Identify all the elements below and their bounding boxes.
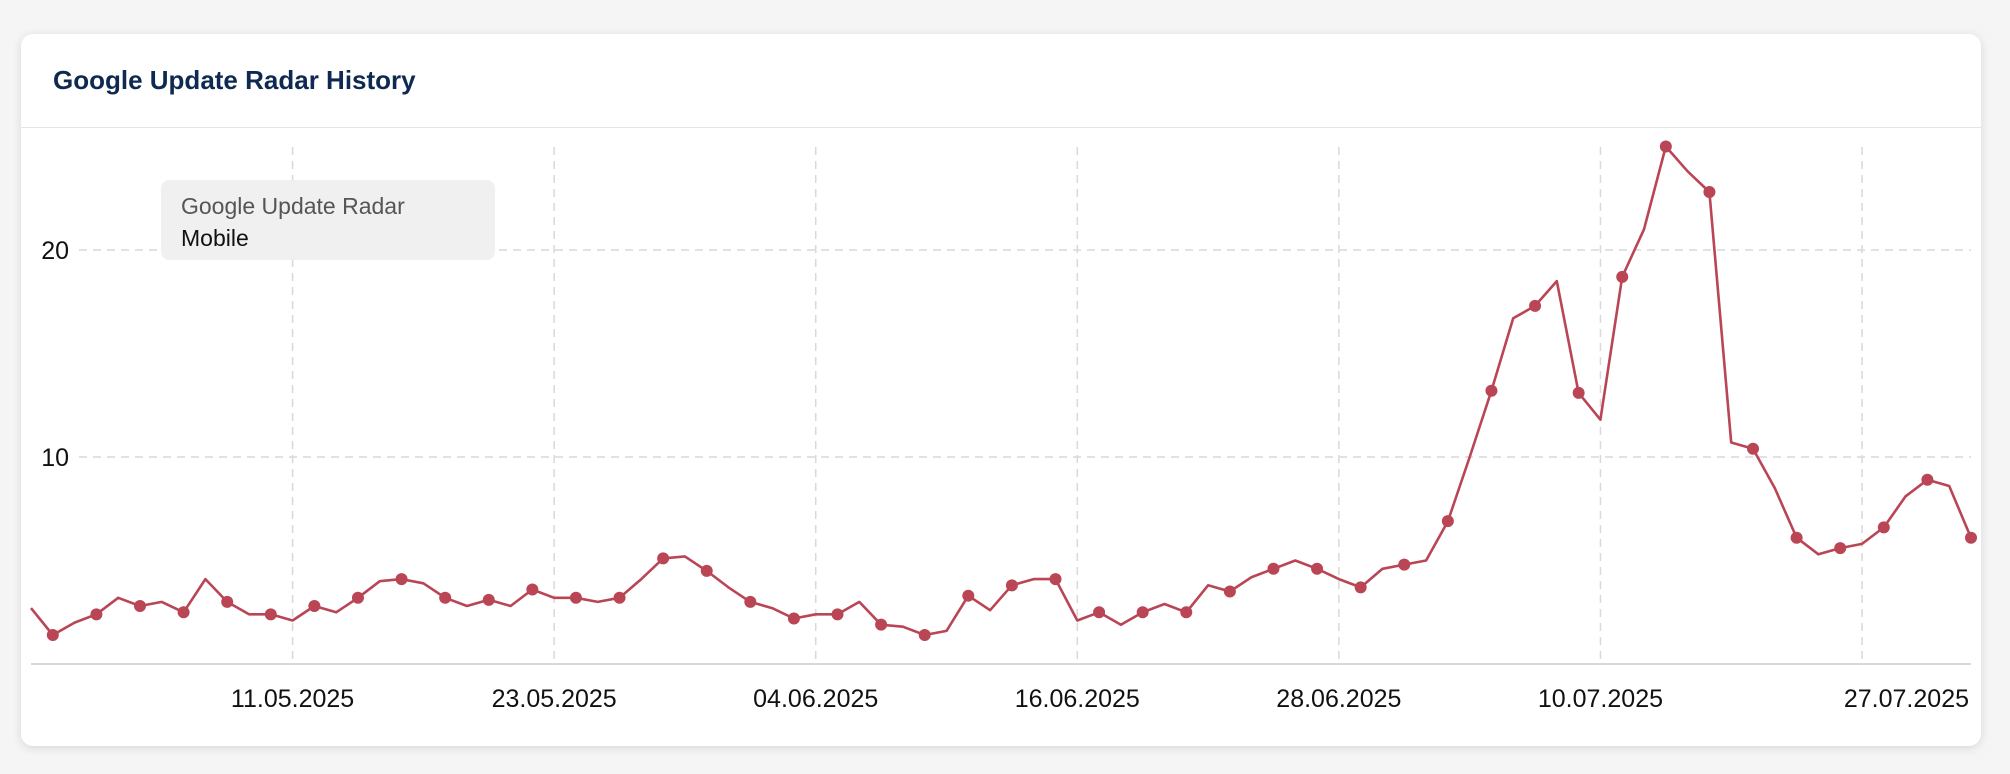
data-point[interactable] [657,552,670,565]
data-point[interactable] [221,595,234,608]
data-point[interactable] [962,589,975,602]
data-point[interactable] [1616,270,1629,283]
data-point[interactable] [787,612,800,625]
tick-labels: 10 20 11.05.2025 23.05.2025 04.06.2025 16.06.… [41,237,1969,713]
data-point[interactable] [1398,558,1411,571]
data-point[interactable] [395,573,408,586]
data-point[interactable] [831,608,844,621]
data-point[interactable] [1703,186,1716,199]
data-point[interactable] [744,595,757,608]
data-point[interactable] [526,583,539,596]
x-tick-label: 23.05.2025 [492,685,617,713]
data-point[interactable] [133,600,146,613]
legend-sublabel: Mobile [181,225,249,251]
data-point[interactable] [177,606,190,619]
legend-label: Google Update Radar [181,193,405,219]
data-point[interactable] [918,629,931,642]
data-point[interactable] [1223,585,1236,598]
data-point[interactable] [351,591,364,604]
x-tick-label: 10.07.2025 [1538,685,1663,713]
x-tick-label: 04.06.2025 [753,685,878,713]
data-point[interactable] [1965,531,1977,544]
data-point[interactable] [1877,521,1890,534]
data-point[interactable] [439,591,452,604]
data-point[interactable] [1049,573,1062,586]
x-tick-label: 27.07.2025 [1844,685,1969,713]
card-header: Google Update Radar History [21,34,1981,128]
data-point[interactable] [46,629,59,642]
data-point[interactable] [1659,140,1672,153]
legend[interactable]: Google Update Radar Mobile [161,180,495,260]
y-tick-label: 20 [41,237,69,265]
data-point[interactable] [1485,384,1498,397]
data-point[interactable] [1747,442,1760,455]
y-tick-label: 10 [41,444,69,472]
data-point[interactable] [1572,386,1585,399]
x-tick-label: 11.05.2025 [231,685,354,713]
data-point[interactable] [1093,606,1106,619]
x-tick-label: 16.06.2025 [1015,685,1140,713]
data-point[interactable] [482,593,495,606]
data-point[interactable] [700,564,713,577]
data-point[interactable] [1790,531,1803,544]
data-point[interactable] [569,591,582,604]
data-point[interactable] [1834,542,1847,555]
series-google-update-radar [29,140,1977,642]
data-point[interactable] [1311,562,1324,575]
data-point[interactable] [1005,579,1018,592]
data-point[interactable] [1529,299,1542,312]
data-point[interactable] [875,618,888,631]
data-point[interactable] [1921,473,1934,486]
data-point[interactable] [264,608,277,621]
data-point[interactable] [1267,562,1280,575]
data-point[interactable] [1136,606,1149,619]
line-chart: 10 20 11.05.2025 23.05.2025 04.06.2025 16.06.… [29,140,1977,713]
data-point[interactable] [308,600,321,613]
data-point[interactable] [1354,581,1367,594]
x-tick-label: 28.06.2025 [1276,685,1401,713]
data-point[interactable] [1441,515,1454,528]
data-point[interactable] [613,591,626,604]
chart-title: Google Update Radar History [53,65,416,95]
data-point[interactable] [90,608,103,621]
chart-card: Google Update Radar History 10 20 11.05.20… [21,34,1981,746]
data-point[interactable] [1180,606,1193,619]
